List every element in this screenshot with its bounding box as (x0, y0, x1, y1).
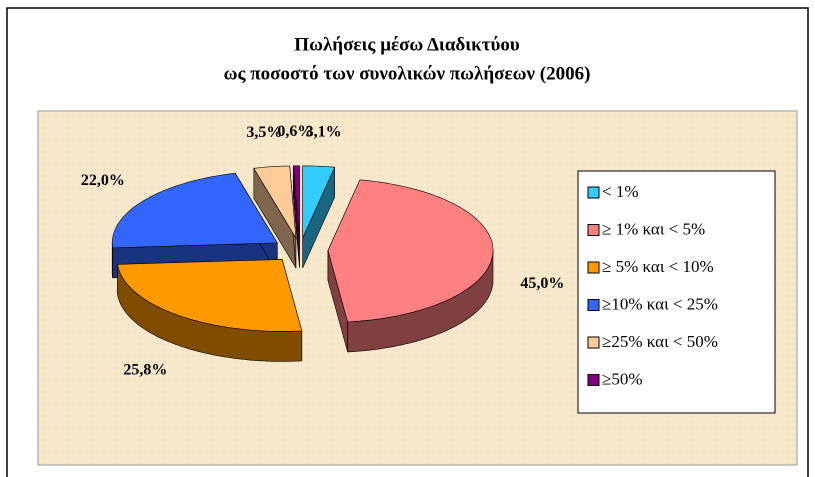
data-label: 22,0% (81, 172, 125, 189)
slice (302, 165, 336, 238)
data-label: 45,0% (520, 275, 564, 292)
frame (6, 7, 809, 477)
legend-swatch (587, 224, 600, 236)
legend-swatch (587, 261, 600, 274)
chart-title: Πωλήσεις μέσω Διαδικτύου (294, 34, 520, 55)
data-label: 25,8% (123, 361, 167, 378)
legend-swatch (587, 336, 600, 349)
slice (292, 165, 300, 238)
legend-label: ≥10% και < 25% (602, 294, 718, 313)
slice (111, 172, 278, 249)
chart-subtitle: ως ποσοστό των συνολικών πωλήσεων (2006) (224, 63, 591, 84)
legend-label: < 1% (602, 182, 639, 201)
slice (253, 165, 297, 239)
legend-swatch (587, 186, 600, 199)
slice (117, 259, 303, 332)
slice (327, 179, 494, 323)
legend-label: ≥50% (602, 369, 643, 388)
legend-label: ≥ 1% και < 5% (602, 219, 705, 238)
legend-label: ≥ 5% και < 10% (602, 257, 714, 276)
legend-swatch (587, 374, 600, 386)
legend (577, 170, 776, 414)
data-label: 3,5% (246, 124, 282, 141)
data-label: 3,1% (306, 123, 342, 140)
legend-label: ≥25% και < 50% (602, 332, 718, 351)
legend-swatch (587, 299, 600, 311)
data-label: 0,6% (277, 123, 313, 140)
